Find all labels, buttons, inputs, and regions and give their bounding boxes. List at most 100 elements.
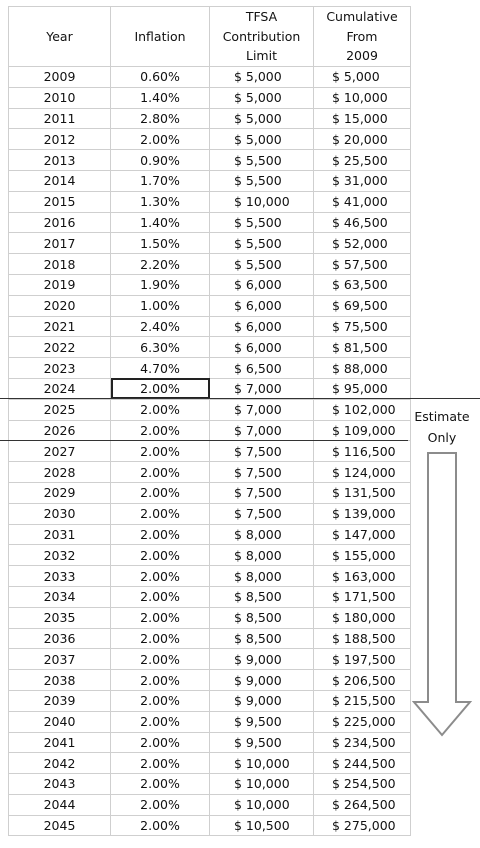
year-cell[interactable]: 2025: [8, 398, 111, 421]
cumulative-cell[interactable]: $ 75,500: [313, 315, 411, 338]
limit-cell[interactable]: $ 10,000: [209, 752, 314, 775]
year-cell[interactable]: 2023: [8, 357, 111, 379]
year-cell[interactable]: 2043: [8, 773, 111, 795]
year-cell[interactable]: 2037: [8, 648, 111, 671]
cumulative-cell[interactable]: $ 171,500: [313, 585, 411, 608]
cumulative-cell[interactable]: $ 41,000: [313, 190, 411, 213]
cumulative-cell[interactable]: $ 95,000: [313, 377, 411, 400]
limit-cell[interactable]: $ 8,500: [209, 585, 314, 608]
inflation-cell[interactable]: 2.00%: [110, 440, 210, 463]
year-cell[interactable]: 2038: [8, 669, 111, 691]
year-cell[interactable]: 2027: [8, 440, 111, 463]
limit-cell[interactable]: $ 6,000: [209, 273, 314, 296]
limit-cell[interactable]: $ 5,000: [209, 66, 314, 88]
year-cell[interactable]: 2033: [8, 565, 111, 587]
inflation-cell[interactable]: 2.00%: [110, 689, 210, 712]
cumulative-cell[interactable]: $ 188,500: [313, 627, 411, 650]
limit-cell[interactable]: $ 8,000: [209, 523, 314, 546]
limit-cell[interactable]: $ 7,000: [209, 398, 314, 421]
limit-cell[interactable]: $ 7,000: [209, 377, 314, 400]
cumulative-cell[interactable]: $ 102,000: [313, 398, 411, 421]
year-cell[interactable]: 2018: [8, 253, 111, 275]
inflation-cell[interactable]: 0.90%: [110, 149, 210, 171]
inflation-cell[interactable]: 1.50%: [110, 232, 210, 255]
cumulative-cell[interactable]: $ 155,000: [313, 544, 411, 567]
header-year[interactable]: Year: [8, 6, 111, 67]
limit-cell[interactable]: $ 9,000: [209, 669, 314, 691]
cumulative-cell[interactable]: $ 180,000: [313, 606, 411, 629]
limit-cell[interactable]: $ 5,500: [209, 253, 314, 275]
year-cell[interactable]: 2010: [8, 86, 111, 109]
inflation-cell[interactable]: 2.00%: [110, 419, 210, 442]
limit-cell[interactable]: $ 5,500: [209, 232, 314, 255]
cumulative-cell[interactable]: $ 88,000: [313, 357, 411, 379]
limit-cell[interactable]: $ 5,500: [209, 149, 314, 171]
cumulative-cell[interactable]: $ 225,000: [313, 710, 411, 733]
header-inflation[interactable]: Inflation: [110, 6, 210, 67]
inflation-cell[interactable]: 2.00%: [110, 752, 210, 775]
year-cell[interactable]: 2034: [8, 585, 111, 608]
limit-cell[interactable]: $ 5,500: [209, 211, 314, 234]
year-cell[interactable]: 2020: [8, 294, 111, 317]
inflation-cell[interactable]: 2.00%: [110, 793, 210, 816]
year-cell[interactable]: 2017: [8, 232, 111, 255]
cumulative-cell[interactable]: $ 81,500: [313, 336, 411, 359]
inflation-cell[interactable]: 6.30%: [110, 336, 210, 359]
cumulative-cell[interactable]: $ 244,500: [313, 752, 411, 775]
limit-cell[interactable]: $ 8,000: [209, 544, 314, 567]
limit-cell[interactable]: $ 10,000: [209, 793, 314, 816]
cumulative-cell[interactable]: $ 10,000: [313, 86, 411, 109]
year-cell[interactable]: 2016: [8, 211, 111, 234]
year-cell[interactable]: 2031: [8, 523, 111, 546]
inflation-cell[interactable]: 0.60%: [110, 66, 210, 88]
year-cell[interactable]: 2026: [8, 419, 111, 442]
cumulative-cell[interactable]: $ 234,500: [313, 731, 411, 754]
year-cell[interactable]: 2028: [8, 461, 111, 483]
cumulative-cell[interactable]: $ 206,500: [313, 669, 411, 691]
limit-cell[interactable]: $ 9,500: [209, 710, 314, 733]
limit-cell[interactable]: $ 7,500: [209, 481, 314, 504]
inflation-cell[interactable]: 2.00%: [110, 377, 210, 400]
cumulative-cell[interactable]: $ 15,000: [313, 107, 411, 130]
cumulative-cell[interactable]: $ 46,500: [313, 211, 411, 234]
limit-cell[interactable]: $ 10,000: [209, 190, 314, 213]
limit-cell[interactable]: $ 7,500: [209, 461, 314, 483]
limit-cell[interactable]: $ 6,500: [209, 357, 314, 379]
inflation-cell[interactable]: 2.00%: [110, 814, 210, 837]
limit-cell[interactable]: $ 9,500: [209, 731, 314, 754]
cumulative-cell[interactable]: $ 20,000: [313, 128, 411, 151]
inflation-cell[interactable]: 2.00%: [110, 544, 210, 567]
inflation-cell[interactable]: 1.40%: [110, 211, 210, 234]
cumulative-cell[interactable]: $ 25,500: [313, 149, 411, 171]
inflation-cell[interactable]: 2.00%: [110, 128, 210, 151]
limit-cell[interactable]: $ 8,500: [209, 627, 314, 650]
year-cell[interactable]: 2040: [8, 710, 111, 733]
limit-cell[interactable]: $ 9,000: [209, 648, 314, 671]
limit-cell[interactable]: $ 10,000: [209, 773, 314, 795]
cumulative-cell[interactable]: $ 275,000: [313, 814, 411, 837]
inflation-cell[interactable]: 2.00%: [110, 669, 210, 691]
inflation-cell[interactable]: 2.00%: [110, 773, 210, 795]
limit-cell[interactable]: $ 6,000: [209, 315, 314, 338]
year-cell[interactable]: 2032: [8, 544, 111, 567]
year-cell[interactable]: 2022: [8, 336, 111, 359]
cumulative-cell[interactable]: $ 147,000: [313, 523, 411, 546]
cumulative-cell[interactable]: $ 63,500: [313, 273, 411, 296]
year-cell[interactable]: 2030: [8, 502, 111, 525]
cumulative-cell[interactable]: $ 57,500: [313, 253, 411, 275]
year-cell[interactable]: 2019: [8, 273, 111, 296]
cumulative-cell[interactable]: $ 124,000: [313, 461, 411, 483]
year-cell[interactable]: 2042: [8, 752, 111, 775]
year-cell[interactable]: 2009: [8, 66, 111, 88]
limit-cell[interactable]: $ 10,500: [209, 814, 314, 837]
year-cell[interactable]: 2014: [8, 169, 111, 192]
cumulative-cell[interactable]: $ 131,500: [313, 481, 411, 504]
cumulative-cell[interactable]: $ 139,000: [313, 502, 411, 525]
cumulative-cell[interactable]: $ 31,000: [313, 169, 411, 192]
year-cell[interactable]: 2044: [8, 793, 111, 816]
limit-cell[interactable]: $ 8,000: [209, 565, 314, 587]
year-cell[interactable]: 2011: [8, 107, 111, 130]
inflation-cell[interactable]: 1.40%: [110, 86, 210, 109]
inflation-cell[interactable]: 1.70%: [110, 169, 210, 192]
limit-cell[interactable]: $ 6,000: [209, 336, 314, 359]
